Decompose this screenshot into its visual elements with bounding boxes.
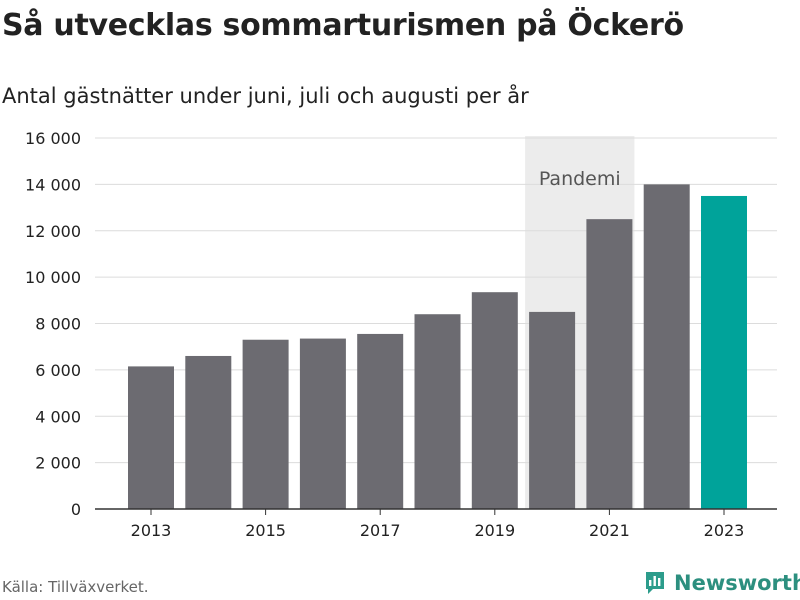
x-tick-label: 2019: [474, 521, 515, 540]
y-tick-label: 4 000: [35, 407, 81, 426]
bar-2020: [529, 311, 576, 509]
bar-2013: [128, 366, 174, 509]
newsworthy-logo-icon: [646, 572, 664, 594]
bar-2014: [185, 355, 232, 509]
brand-name: Newsworthy: [674, 571, 800, 595]
y-tick-label: 2 000: [35, 454, 81, 473]
y-tick-label: 10 000: [25, 268, 81, 287]
x-tick-label: 2023: [704, 521, 745, 540]
chart-title: Så utvecklas sommarturismen på Öckerö: [2, 8, 684, 43]
annotation-label: Pandemi: [539, 168, 621, 190]
bar-2016: [299, 338, 346, 509]
bar-chart: 0 2 000 4 000 6 000 8 000 10 000 12 000 14 000 1…: [25, 129, 777, 540]
y-tick-label: 0: [71, 500, 81, 519]
x-tick-label: 2017: [360, 521, 401, 540]
x-tick-label: 2013: [131, 521, 172, 540]
bar-2017: [357, 333, 404, 509]
x-tick-label: 2015: [245, 521, 286, 540]
bar-2022: [643, 184, 690, 509]
brand-logo: Newsworthy: [644, 568, 800, 598]
y-tick-label: 8 000: [35, 315, 81, 334]
bar-2019: [471, 292, 518, 509]
x-tick-label: 2021: [589, 521, 630, 540]
bar-2021: [586, 219, 633, 509]
y-tick-label: 6 000: [35, 361, 81, 380]
bar-2015: [242, 339, 289, 509]
y-tick-label: 14 000: [25, 175, 81, 194]
bar-2023: [701, 195, 747, 509]
chart-subtitle: Antal gästnätter under juni, juli och au…: [2, 84, 529, 108]
source-note: Källa: Tillväxverket.: [2, 578, 149, 596]
bar-2018: [414, 314, 461, 509]
y-tick-label: 12 000: [25, 222, 81, 241]
y-tick-label: 16 000: [25, 129, 81, 148]
